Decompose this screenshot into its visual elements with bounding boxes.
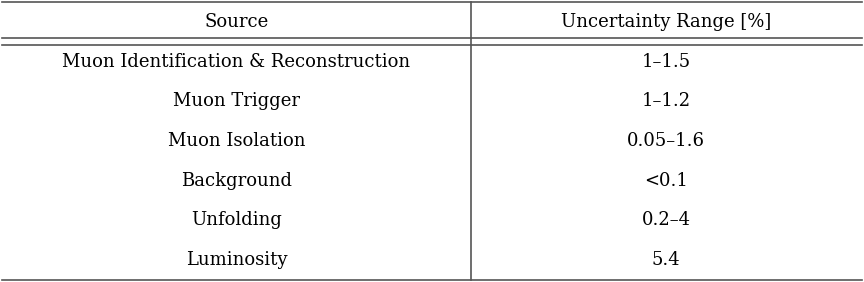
Text: 0.2–4: 0.2–4	[642, 212, 691, 229]
Text: <0.1: <0.1	[645, 172, 689, 190]
Text: Muon Trigger: Muon Trigger	[173, 92, 300, 110]
Text: 1–1.5: 1–1.5	[642, 53, 691, 70]
Text: Uncertainty Range [%]: Uncertainty Range [%]	[562, 13, 772, 31]
Text: 5.4: 5.4	[652, 251, 681, 269]
Text: Muon Identification & Reconstruction: Muon Identification & Reconstruction	[62, 53, 410, 70]
Text: 0.05–1.6: 0.05–1.6	[627, 132, 705, 150]
Text: Unfolding: Unfolding	[191, 212, 282, 229]
Text: Luminosity: Luminosity	[186, 251, 287, 269]
Text: Source: Source	[204, 13, 269, 31]
Text: 1–1.2: 1–1.2	[642, 92, 691, 110]
Text: Background: Background	[181, 172, 292, 190]
Text: Muon Isolation: Muon Isolation	[168, 132, 305, 150]
